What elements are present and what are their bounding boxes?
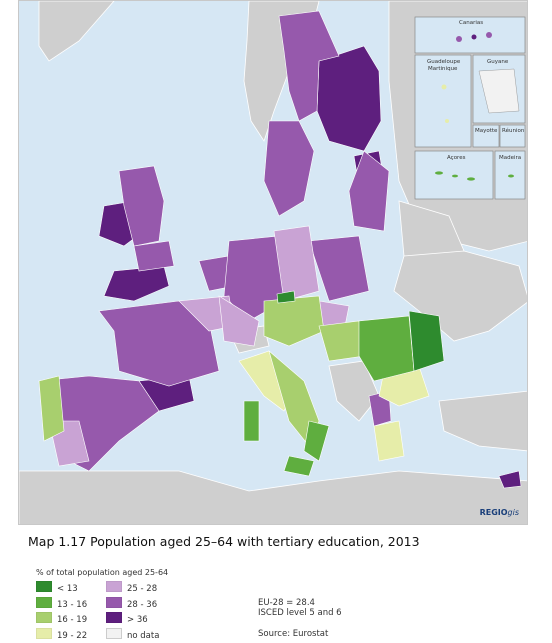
europe-map: Canarias Guadeloupe Martinique Guyane Ma… (19, 1, 527, 524)
inset-mayotte (472, 124, 500, 148)
germany-east (273, 225, 320, 302)
legend-swatch (36, 597, 52, 608)
cyprus (498, 470, 522, 489)
class-16-19 (38, 295, 365, 447)
finland-south (316, 45, 382, 152)
legend-swatch (106, 628, 122, 639)
class-under-13 (276, 290, 445, 372)
legend-heading: % of total population aged 25-64 (36, 568, 169, 577)
czech-region (276, 290, 296, 304)
legend-item-28-36: 28 - 36 (106, 597, 157, 610)
label-acores: Açores (447, 155, 466, 161)
romania-east (408, 310, 445, 372)
legend-swatch (36, 581, 52, 592)
legend-swatch (106, 612, 122, 623)
ukraine (393, 250, 527, 342)
legend-item-over-36: > 36 (106, 612, 148, 625)
class-13-16 (243, 315, 415, 477)
isced-note: ISCED level 5 and 6 (258, 608, 342, 618)
inset-canarias (414, 16, 526, 54)
legend-item-19-22: 19 - 22 (36, 628, 87, 641)
scotland (118, 165, 165, 247)
england-north (133, 240, 175, 272)
baltics (348, 150, 390, 232)
label-reunion: Réunion (502, 127, 525, 134)
eu-average-note: EU-28 = 28.4 (258, 598, 315, 608)
label-martinique: Martinique (428, 66, 458, 72)
label-madeira: Madeira (499, 155, 521, 161)
legend-swatch (106, 581, 122, 592)
legend-item-25-28: 25 - 28 (106, 581, 157, 594)
turkey (438, 390, 527, 452)
sweden-north (278, 10, 340, 122)
label-canarias: Canarias (459, 20, 483, 26)
inset-guadeloupe-martinique (414, 54, 472, 148)
map-frame: Canarias Guadeloupe Martinique Guyane Ma… (18, 0, 528, 525)
poland-east (308, 235, 370, 302)
map-title: Map 1.17 Population aged 25–64 with tert… (28, 534, 420, 549)
czechia-austria (263, 295, 325, 347)
regiogis-credit: REGIOgis (479, 508, 519, 517)
greece-south (373, 420, 405, 462)
legend-swatch (106, 597, 122, 608)
portugal (38, 375, 65, 442)
legend-item-no-data: no data (106, 628, 159, 641)
greenland-edge (38, 1, 115, 62)
italy-south (303, 420, 330, 462)
legend-swatch (36, 628, 52, 639)
legend-item-under-13: < 13 (36, 581, 78, 594)
label-guyane: Guyane (487, 59, 509, 65)
north-africa (19, 470, 527, 524)
legend-item-13-16: 13 - 16 (36, 597, 87, 610)
sweden-south (263, 120, 315, 217)
sardinia (243, 400, 260, 442)
romania-west (358, 315, 415, 382)
inset-reunion (499, 124, 526, 148)
legend-swatch (36, 612, 52, 623)
insets: Canarias Guadeloupe Martinique Guyane Ma… (414, 16, 526, 200)
label-guadeloupe: Guadeloupe (427, 59, 461, 65)
sicily (283, 455, 315, 477)
label-mayotte: Mayotte (475, 128, 498, 134)
legend-item-16-19: 16 - 19 (36, 612, 87, 625)
france-east (218, 295, 260, 347)
western-balkans (328, 360, 380, 422)
source-note: Source: Eurostat (258, 629, 329, 639)
